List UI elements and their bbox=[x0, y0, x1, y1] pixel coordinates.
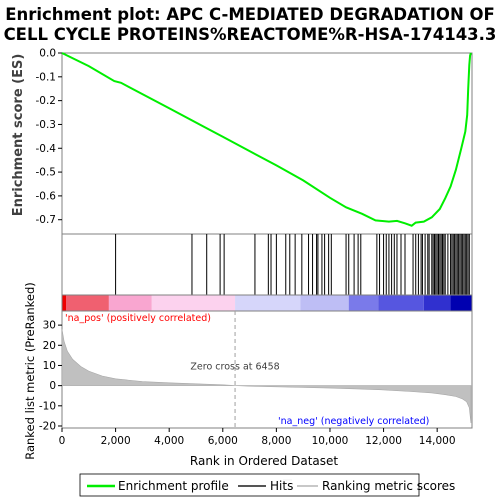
x-tick-label: 4,000 bbox=[154, 435, 184, 447]
es-y-tick-label: -0.7 bbox=[36, 214, 57, 226]
x-tick-label: 10,000 bbox=[312, 435, 349, 447]
rank-color-segment bbox=[348, 295, 379, 311]
es-y-tick-label: -0.5 bbox=[36, 167, 57, 179]
metric-panel: Zero cross at 6458 'na_pos' (positively c… bbox=[39, 310, 473, 447]
rank-color-segment bbox=[450, 295, 472, 311]
es-y-tick-label: -0.6 bbox=[36, 190, 57, 202]
metric-y-tick-label: -20 bbox=[39, 420, 56, 432]
rank-color-segment bbox=[66, 295, 109, 311]
enrichment-profile-line bbox=[61, 52, 472, 227]
legend-es-label: Enrichment profile bbox=[118, 479, 229, 493]
rank-heatmap-bar bbox=[61, 294, 473, 312]
x-axis-label: Rank in Ordered Dataset bbox=[190, 454, 338, 468]
es-panel: 0.0 -0.1 -0.2 -0.3 -0.4 -0.5 -0.6 -0.7 bbox=[36, 48, 473, 235]
neg-correlated-label: 'na_neg' (negatively correlated) bbox=[278, 416, 429, 427]
rank-color-segment bbox=[423, 295, 451, 311]
es-plot-frame bbox=[61, 52, 473, 235]
rank-color-segment bbox=[378, 295, 424, 311]
legend: Enrichment profile Hits Ranking metric s… bbox=[79, 473, 455, 497]
es-y-tick-label: -0.2 bbox=[36, 95, 57, 107]
legend-metric-label: Ranking metric scores bbox=[322, 479, 455, 493]
es-y-tick-label: -0.1 bbox=[36, 71, 57, 83]
metric-y-tick-label: 30 bbox=[43, 320, 56, 332]
x-tick-label: 12,000 bbox=[365, 435, 402, 447]
x-tick-label: 0 bbox=[59, 435, 66, 447]
legend-hits-label: Hits bbox=[270, 479, 293, 493]
pos-correlated-label: 'na_pos' (positively correlated) bbox=[65, 313, 211, 324]
rank-color-segment bbox=[300, 295, 349, 311]
x-tick-label: 8,000 bbox=[261, 435, 291, 447]
es-y-tick-label: 0.0 bbox=[39, 48, 56, 60]
x-tick-label: 14,000 bbox=[419, 435, 456, 447]
ranking-metric-area bbox=[61, 329, 472, 424]
metric-frame bbox=[61, 310, 473, 429]
chart-title-line1: Enrichment plot: APC C-MEDIATED DEGRADAT… bbox=[5, 5, 495, 24]
rank-color-segment bbox=[108, 295, 152, 311]
rank-color-segment bbox=[235, 295, 301, 311]
metric-y-tick-label: 20 bbox=[43, 340, 56, 352]
hits-panel bbox=[61, 233, 473, 296]
rank-color-segment bbox=[151, 295, 236, 311]
zero-cross-label: Zero cross at 6458 bbox=[190, 362, 279, 373]
metric-y-tick-label: 0 bbox=[49, 380, 56, 392]
x-tick-label: 2,000 bbox=[101, 435, 131, 447]
metric-y-axis-label: Ranked list metric (PreRanked) bbox=[23, 282, 37, 460]
hits-frame bbox=[61, 233, 473, 296]
metric-y-tick-label: 10 bbox=[43, 360, 56, 372]
metric-y-tick-label: -10 bbox=[39, 400, 56, 412]
x-tick-label: 6,000 bbox=[208, 435, 238, 447]
rank-color-segment bbox=[62, 295, 67, 311]
es-y-tick-label: -0.4 bbox=[36, 143, 57, 155]
chart-title-line2: CELL CYCLE PROTEINS%REACTOME%R-HSA-17414… bbox=[4, 25, 497, 44]
es-y-axis-label: Enrichment score (ES) bbox=[11, 54, 26, 217]
es-y-tick-label: -0.3 bbox=[36, 119, 57, 131]
